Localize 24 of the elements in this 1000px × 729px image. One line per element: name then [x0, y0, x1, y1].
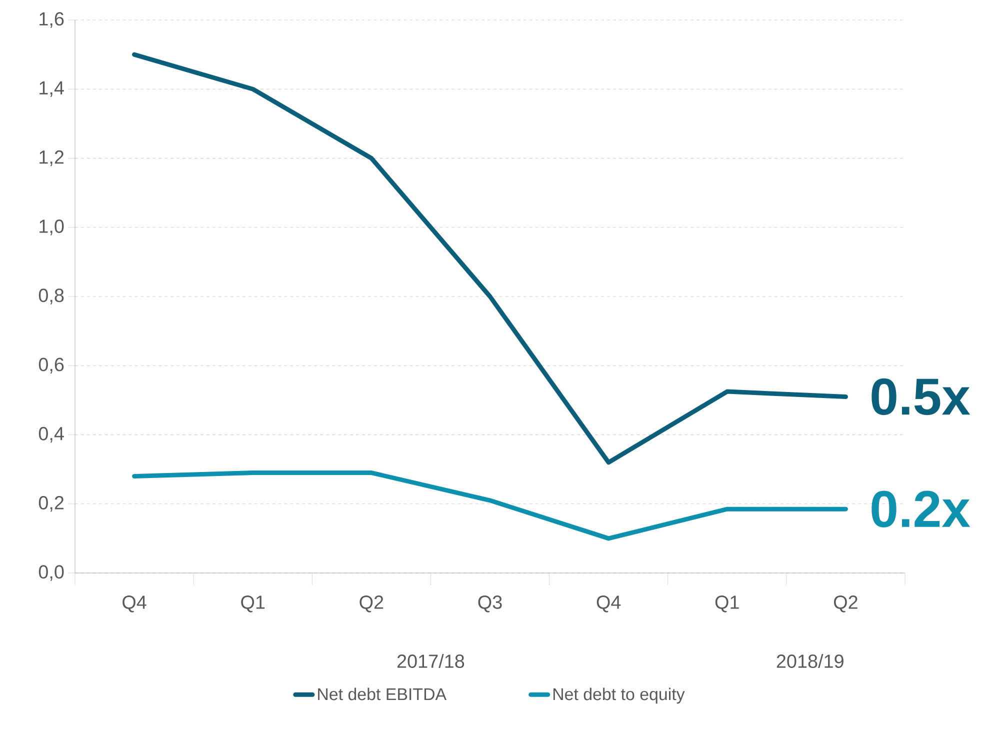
text: 2017/18 — [397, 654, 464, 668]
y-tick-label: 1,0 — [40, 220, 64, 236]
annotation: 0.5x — [872, 378, 970, 416]
x-tick-label: Q2 — [360, 596, 384, 612]
x-tick-label: Q1 — [241, 596, 265, 612]
x-tick-label: Q4 — [122, 596, 146, 612]
y-tick-label: 0,0 — [38, 565, 64, 581]
line-series — [132, 52, 848, 465]
y-tick-label: 0,4 — [38, 426, 64, 443]
y-tick-label: 1,4 — [40, 81, 64, 97]
y-tick-label: 0,8 — [38, 288, 64, 304]
y-tick-label: 0,2 — [38, 496, 64, 512]
legend-label: Net debt EBITDA — [318, 688, 447, 700]
y-tick-label: 0,6 — [38, 358, 64, 374]
annotation: 0.2x — [872, 490, 970, 528]
x-tick-label: Q4 — [596, 596, 621, 612]
line-series — [132, 470, 848, 541]
x-tick-label: Q1 — [715, 596, 739, 612]
x-tick-label: Q2 — [834, 596, 858, 612]
text: 2018/19 — [776, 654, 844, 668]
y-tick-label: 1,2 — [40, 150, 64, 166]
x-tick-label: Q3 — [478, 596, 502, 612]
y-tick-label: 1,6 — [40, 12, 64, 28]
legend-label: Net debt to equity — [553, 688, 685, 704]
